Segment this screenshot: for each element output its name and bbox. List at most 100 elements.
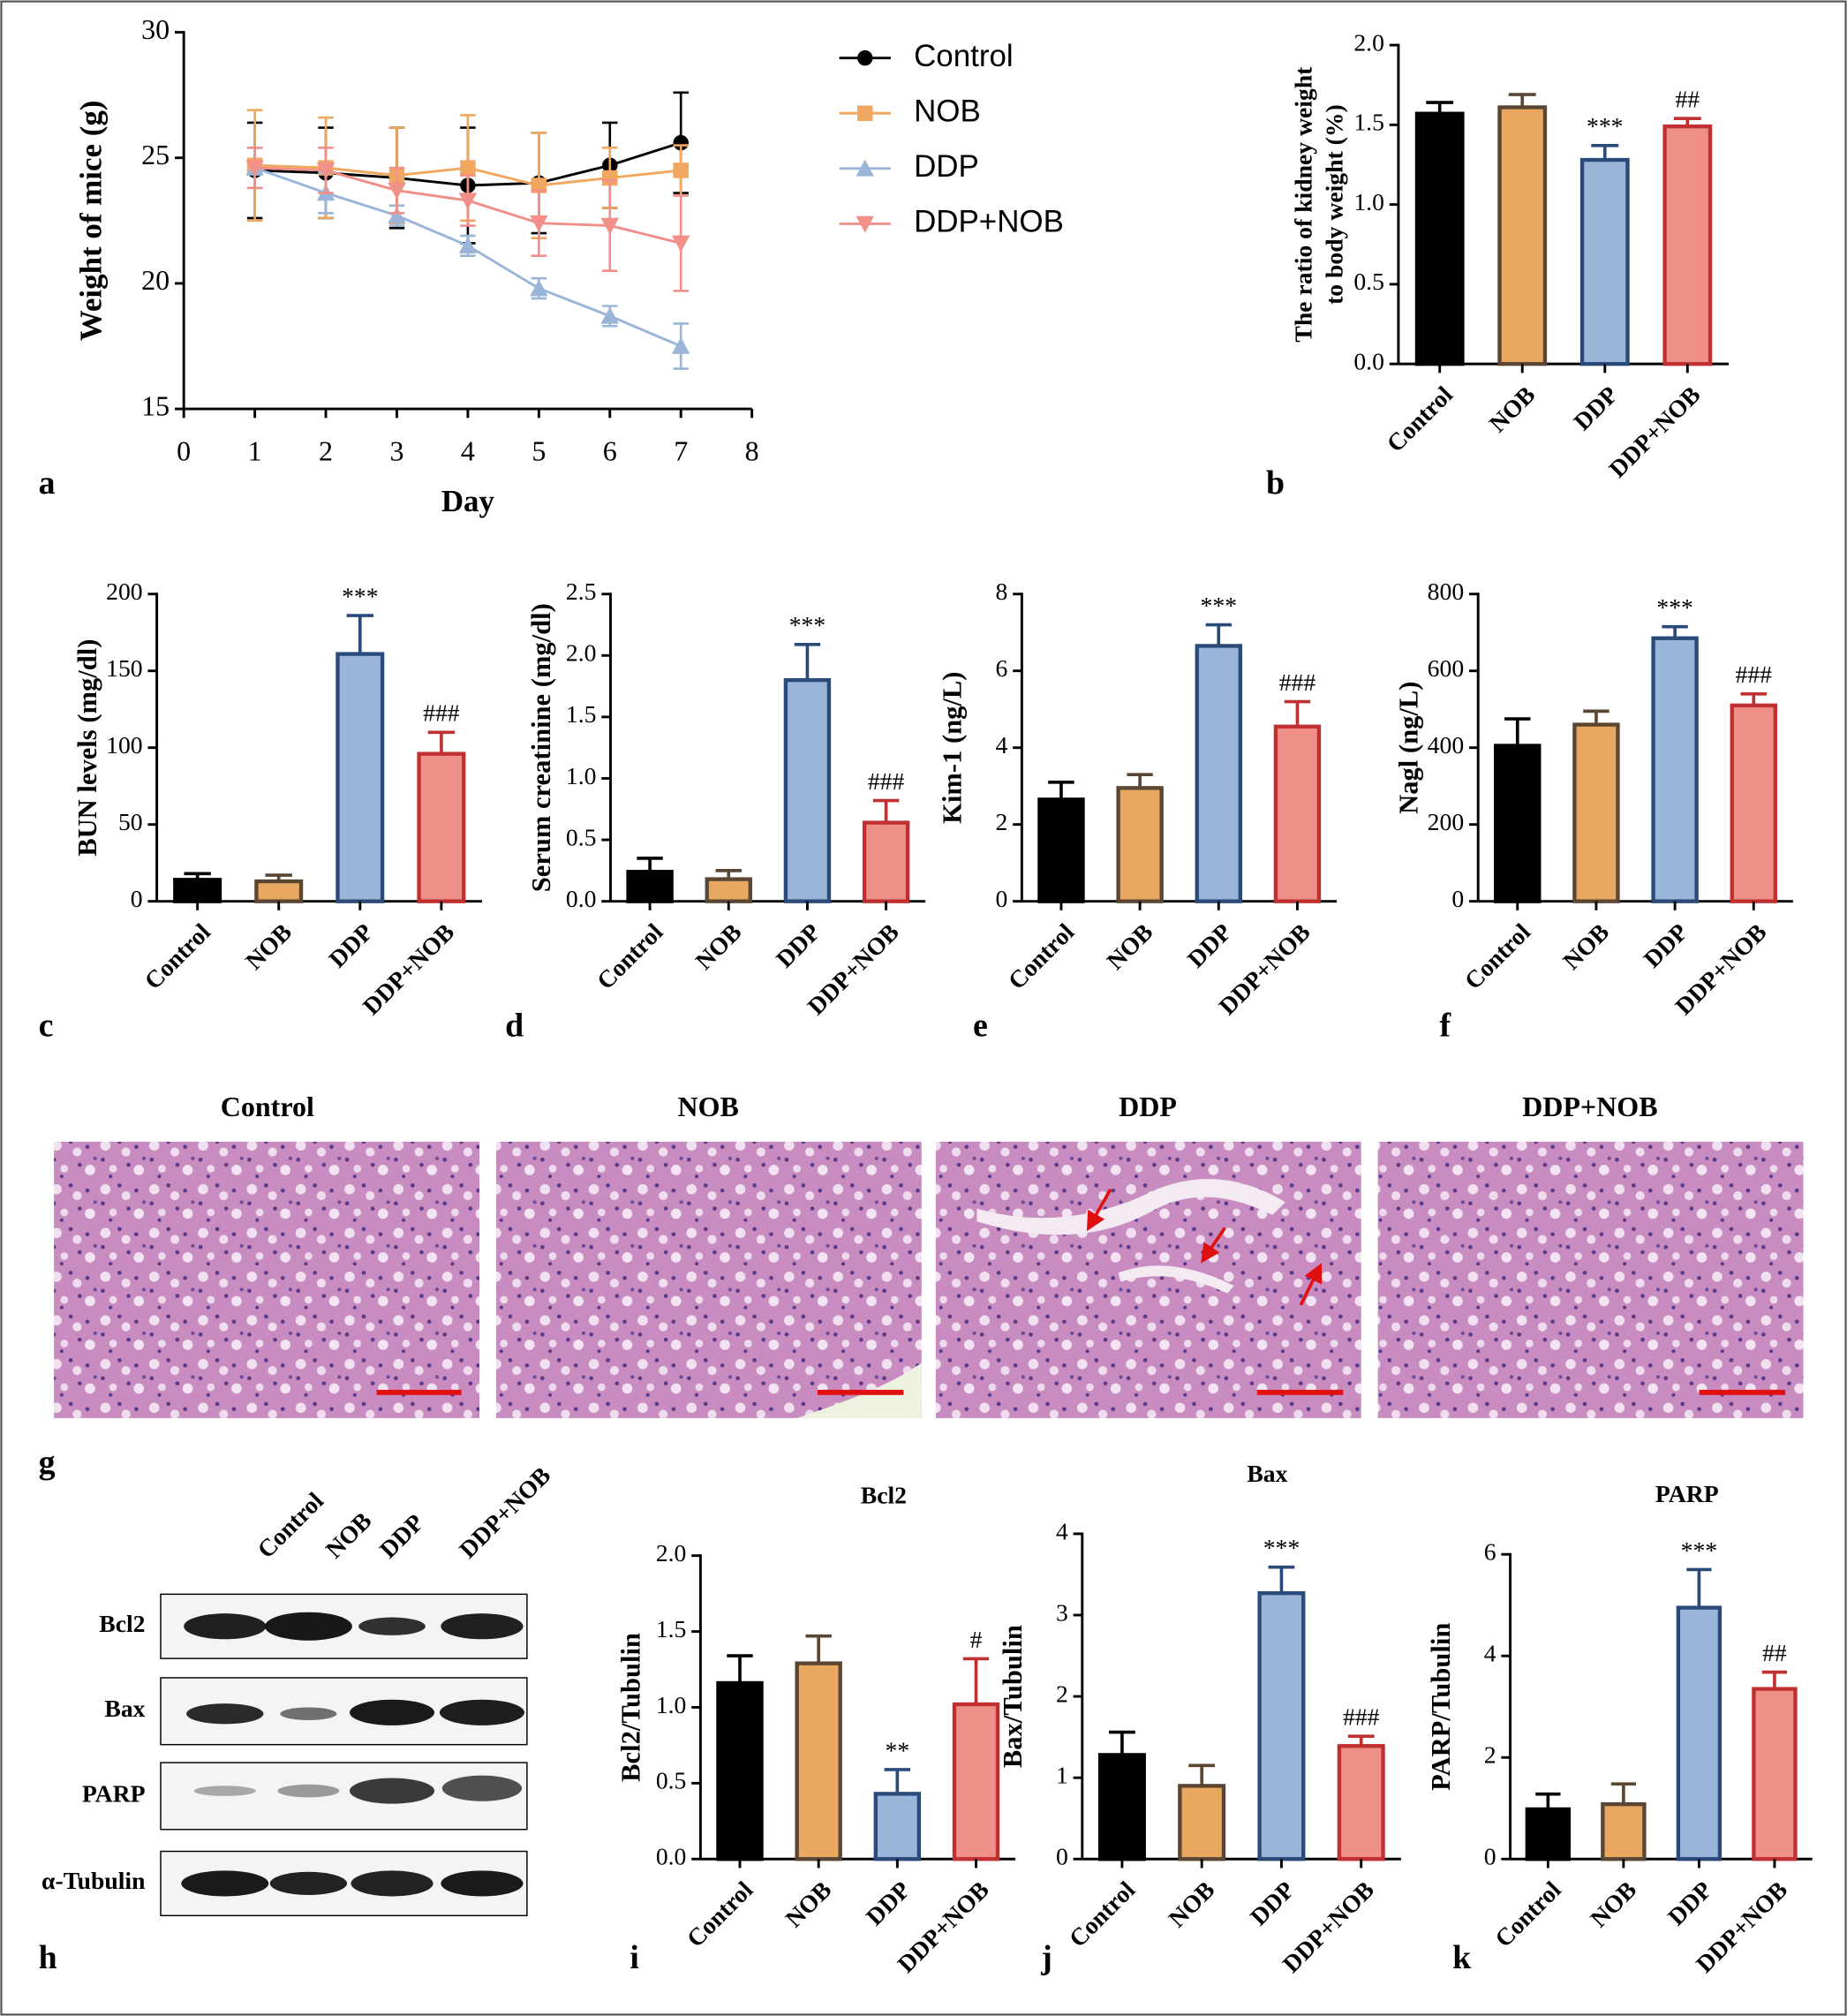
marker: [316, 162, 335, 180]
y-tick-label: 1.5: [656, 1615, 687, 1642]
error-bar: [1591, 144, 1619, 161]
significance-label: #: [970, 1626, 983, 1653]
y-tick-label: 4: [996, 731, 1008, 759]
bar: [1651, 636, 1699, 903]
band: [439, 1699, 524, 1725]
y-tick-label: 2.5: [566, 578, 597, 605]
marker: [672, 235, 690, 253]
significance-label: ***: [1656, 593, 1692, 621]
y-tick-label: 200: [106, 578, 142, 605]
band: [441, 1613, 524, 1640]
x-tick-label: 0: [177, 434, 191, 466]
panel-label: a: [39, 464, 56, 502]
bar: [1730, 703, 1777, 903]
bar: [1752, 1687, 1798, 1861]
bar: [173, 878, 222, 903]
bar: [1037, 797, 1085, 903]
error-bar: [1504, 717, 1531, 746]
legend-label: DDP+NOB: [914, 205, 1064, 239]
bar: [254, 879, 304, 903]
error-bar: [805, 1634, 832, 1664]
x-tick-label: DDP: [323, 917, 378, 972]
y-tick-label: 30: [141, 13, 170, 45]
bar: [1601, 1801, 1647, 1861]
x-tick-label: DDP: [771, 917, 825, 972]
band: [441, 1775, 523, 1801]
x-tick-label: Control: [1489, 1876, 1566, 1952]
y-axis-label: Nagl (ng/L): [1393, 682, 1423, 814]
protein-label: α-Tubulin: [41, 1867, 145, 1894]
bar: [1097, 1753, 1146, 1861]
error-bar: [1109, 1730, 1135, 1756]
significance-label: ***: [1681, 1537, 1717, 1564]
error-bar: [884, 1768, 911, 1794]
error-bar: [1610, 1782, 1636, 1805]
marker: [673, 162, 689, 178]
image-title: NOB: [677, 1091, 738, 1122]
significance-label: ##: [1762, 1639, 1787, 1666]
y-tick-label: 4: [1484, 1640, 1496, 1667]
background-area: [796, 1363, 922, 1418]
band: [269, 1871, 348, 1896]
lane-label: DDP+NOB: [454, 1461, 556, 1564]
y-axis-label: to body weight (%): [1320, 104, 1347, 305]
legend-label: DDP: [914, 149, 979, 184]
bar: [952, 1702, 1000, 1861]
bar: [1497, 105, 1548, 366]
error-bar: [872, 798, 900, 823]
y-tick-label: 1.0: [656, 1691, 687, 1718]
image-title: Control: [221, 1091, 314, 1122]
panel-label: b: [1266, 464, 1285, 502]
x-tick-label: Control: [139, 917, 215, 994]
x-tick-label: DDP: [861, 1876, 916, 1930]
protein-label: Bax: [104, 1695, 145, 1722]
x-tick-label: 2: [319, 434, 333, 466]
bar: [795, 1661, 842, 1861]
bar: [626, 870, 674, 903]
panel-label: f: [1440, 1007, 1451, 1044]
legend-marker: [856, 215, 874, 233]
micrograph: [1377, 1141, 1804, 1418]
y-tick-label: 0: [996, 885, 1008, 912]
bar: [1257, 1590, 1306, 1861]
y-tick-label: 2.0: [1353, 28, 1384, 56]
marker: [673, 134, 689, 151]
image-title: DDP: [1119, 1091, 1177, 1122]
marker: [458, 237, 478, 253]
y-tick-label: 1.0: [566, 762, 597, 789]
x-axis-label: Day: [441, 484, 495, 518]
error-bar: [1127, 773, 1153, 789]
error-bar: [1268, 1565, 1295, 1594]
significance-label: ###: [1279, 668, 1316, 696]
protein-label: Bcl2: [99, 1610, 145, 1637]
bar: [1337, 1744, 1385, 1861]
x-tick-label: NOB: [780, 1876, 836, 1932]
x-tick-label: DDP: [1568, 381, 1623, 435]
x-tick-label: NOB: [1101, 918, 1157, 975]
panel-label: h: [39, 1939, 57, 1976]
x-tick-label: Control: [1381, 381, 1458, 457]
x-tick-label: 8: [745, 434, 759, 466]
significance-label: ***: [789, 611, 825, 638]
band: [349, 1778, 435, 1804]
error-bar: [1583, 709, 1610, 725]
marker: [602, 170, 618, 186]
y-tick-label: 400: [1428, 731, 1464, 759]
panel-label: j: [1040, 1939, 1052, 1976]
band: [277, 1784, 340, 1798]
significance-label: ##: [1675, 86, 1700, 113]
legend-marker: [857, 49, 873, 66]
legend-label: NOB: [914, 94, 981, 128]
panel-label: g: [39, 1444, 56, 1481]
marker: [530, 215, 548, 232]
error-bar: [346, 614, 374, 654]
bar: [335, 652, 385, 903]
significance-label: ###: [1343, 1703, 1380, 1731]
chart-title: PARP: [1655, 1480, 1719, 1507]
y-tick-label: 4: [1056, 1517, 1068, 1544]
panel-label: i: [629, 1939, 639, 1976]
marker: [460, 160, 476, 176]
y-axis-label: BUN levels (mg/dl): [72, 639, 102, 857]
bar: [1178, 1784, 1226, 1861]
band: [181, 1870, 269, 1897]
